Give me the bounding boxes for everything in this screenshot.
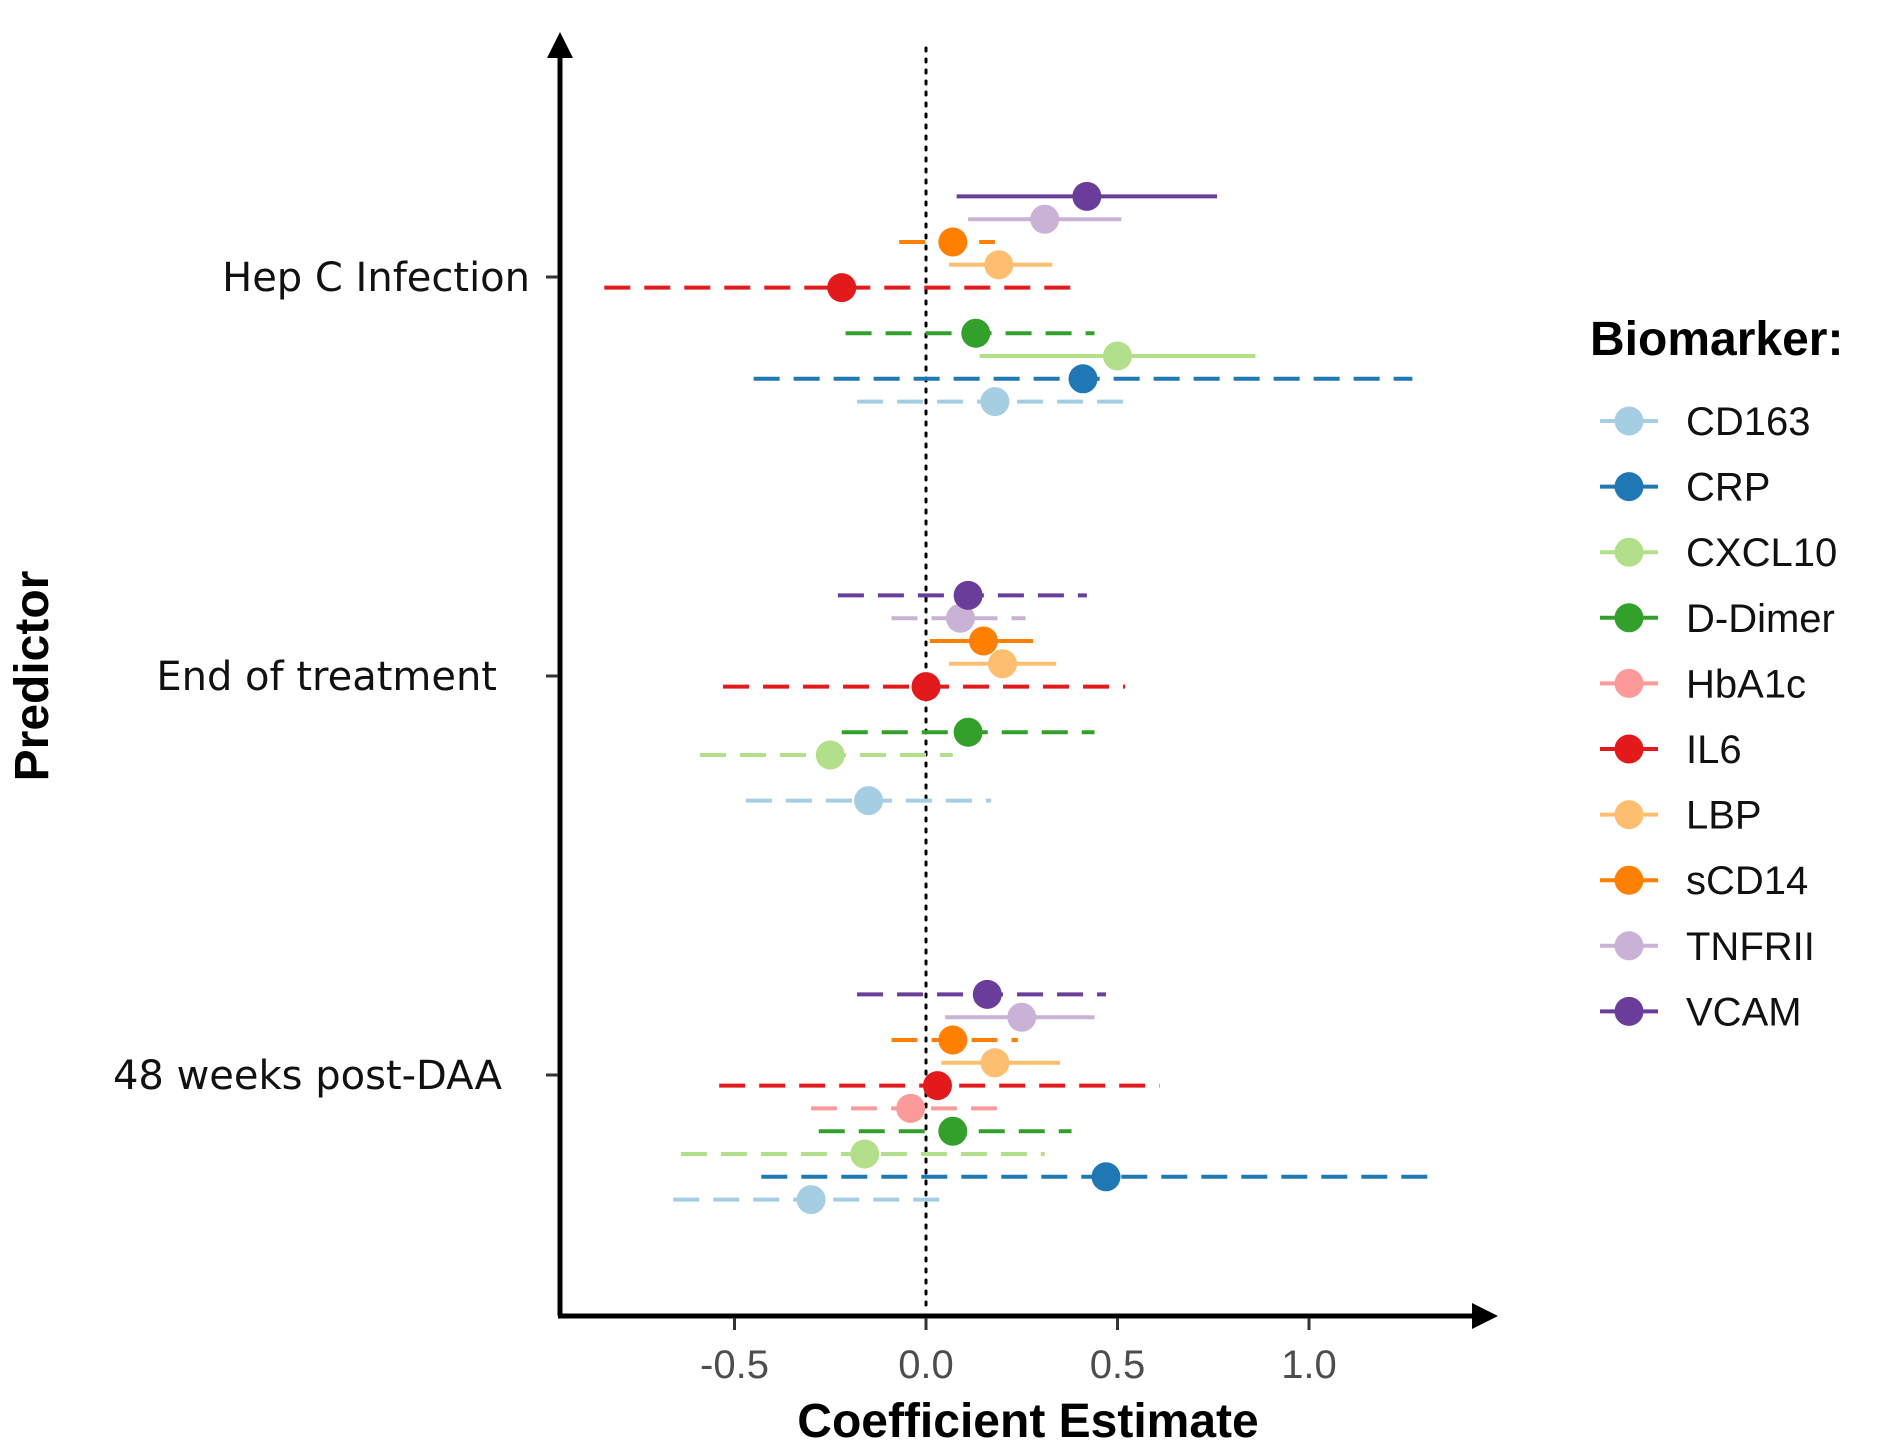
point-cxcl10-hep-c-infection	[1103, 341, 1132, 371]
legend-key-point	[1614, 734, 1644, 764]
series-crp	[753, 364, 1440, 1192]
series-il6	[604, 273, 1160, 1101]
legend-key-point	[1614, 537, 1644, 567]
y-axis-arrowhead	[547, 32, 573, 58]
legend-item-hba1c: HbA1c	[1600, 662, 1806, 706]
legend-key-point	[1614, 406, 1644, 436]
legend-item-scd14: sCD14	[1600, 859, 1808, 903]
point-d-dimer-48-weeks-post-daa	[938, 1116, 968, 1146]
point-d-dimer-end-of-treatment	[953, 717, 983, 747]
x-tick-label: 0.0	[898, 1343, 954, 1387]
point-tnfrii-hep-c-infection	[1030, 204, 1060, 234]
point-cd163-48-weeks-post-daa	[796, 1185, 826, 1215]
series-tnfrii	[891, 204, 1122, 1032]
point-tnfrii-end-of-treatment	[945, 603, 975, 633]
y-tick-label-hep-c-infection: Hep C Infection	[222, 255, 530, 301]
legend-label: IL6	[1686, 728, 1742, 772]
legend-key-point	[1614, 472, 1644, 502]
point-vcam-48-weeks-post-daa	[972, 979, 1002, 1009]
x-axis-title: Coefficient Estimate	[797, 1395, 1258, 1448]
legend-item-crp: CRP	[1600, 466, 1770, 510]
series-vcam	[837, 181, 1218, 1009]
point-d-dimer-hep-c-infection	[961, 318, 991, 348]
x-tick-label: 1.0	[1281, 1343, 1337, 1387]
y-tick-label-48-weeks-post-daa: 48 weeks post-DAA	[113, 1053, 503, 1099]
point-il6-end-of-treatment	[911, 672, 941, 702]
legend-key-point	[1614, 800, 1644, 830]
legend-item-cd163: CD163	[1600, 400, 1811, 444]
y-tick-label-end-of-treatment: End of treatment	[156, 654, 497, 700]
point-crp-hep-c-infection	[1068, 364, 1098, 394]
legend-item-d-dimer: D-Dimer	[1600, 597, 1835, 641]
legend-key-point	[1614, 931, 1644, 961]
point-il6-hep-c-infection	[827, 273, 857, 303]
x-axis-arrowhead	[1472, 1303, 1498, 1329]
legend: Biomarker: CD163 CRP CXCL10 D-Dimer HbA1c IL6…	[1590, 313, 1843, 1034]
point-tnfrii-48-weeks-post-daa	[1007, 1002, 1037, 1032]
legend-label: CRP	[1686, 466, 1770, 510]
legend-item-tnfrii: TNFRII	[1600, 925, 1815, 969]
series-hba1c	[811, 1093, 1007, 1123]
legend-label: HbA1c	[1686, 662, 1806, 706]
point-il6-48-weeks-post-daa	[922, 1071, 952, 1101]
series-d-dimer	[818, 318, 1095, 1146]
legend-label: CD163	[1686, 400, 1811, 444]
legend-item-lbp: LBP	[1600, 794, 1762, 838]
point-crp-48-weeks-post-daa	[1091, 1162, 1121, 1192]
legend-key-point	[1614, 996, 1644, 1026]
point-cxcl10-end-of-treatment	[815, 740, 845, 770]
series-cxcl10	[680, 341, 1256, 1169]
legend-key-point	[1614, 668, 1644, 698]
legend-item-vcam: VCAM	[1600, 990, 1802, 1034]
legend-label: VCAM	[1686, 990, 1802, 1034]
legend-label: D-Dimer	[1686, 597, 1835, 641]
point-vcam-hep-c-infection	[1072, 181, 1102, 211]
y-ticks: Hep C Infection End of treatment 48 weeks …	[113, 255, 558, 1099]
point-cd163-hep-c-infection	[980, 387, 1010, 417]
point-lbp-48-weeks-post-daa	[980, 1048, 1010, 1078]
y-axis-title: Predictor	[6, 571, 59, 782]
point-lbp-hep-c-infection	[984, 250, 1014, 280]
legend-label: TNFRII	[1686, 925, 1815, 969]
point-cd163-end-of-treatment	[854, 786, 884, 816]
series-cd163	[673, 387, 1137, 1215]
legend-title: Biomarker:	[1590, 313, 1843, 366]
legend-item-cxcl10: CXCL10	[1600, 531, 1837, 575]
point-scd14-end-of-treatment	[968, 626, 998, 656]
series-lbp	[941, 250, 1061, 1078]
point-scd14-hep-c-infection	[938, 227, 968, 257]
legend-label: LBP	[1686, 794, 1762, 838]
series-scd14	[891, 227, 1034, 1055]
legend-key-point	[1614, 865, 1644, 895]
x-tick-label: 0.5	[1090, 1343, 1146, 1387]
series-layer	[604, 181, 1440, 1215]
legend-item-il6: IL6	[1600, 728, 1742, 772]
point-vcam-end-of-treatment	[953, 580, 983, 610]
point-cxcl10-48-weeks-post-daa	[850, 1139, 880, 1169]
legend-key-point	[1614, 603, 1644, 633]
point-scd14-48-weeks-post-daa	[938, 1025, 968, 1055]
point-hba1c-48-weeks-post-daa	[896, 1093, 926, 1123]
point-lbp-end-of-treatment	[988, 649, 1018, 679]
x-tick-label: -0.5	[700, 1343, 769, 1387]
legend-label: CXCL10	[1686, 531, 1837, 575]
x-ticks: -0.5 0.0 0.5 1.0	[700, 1318, 1337, 1387]
legend-label: sCD14	[1686, 859, 1808, 903]
